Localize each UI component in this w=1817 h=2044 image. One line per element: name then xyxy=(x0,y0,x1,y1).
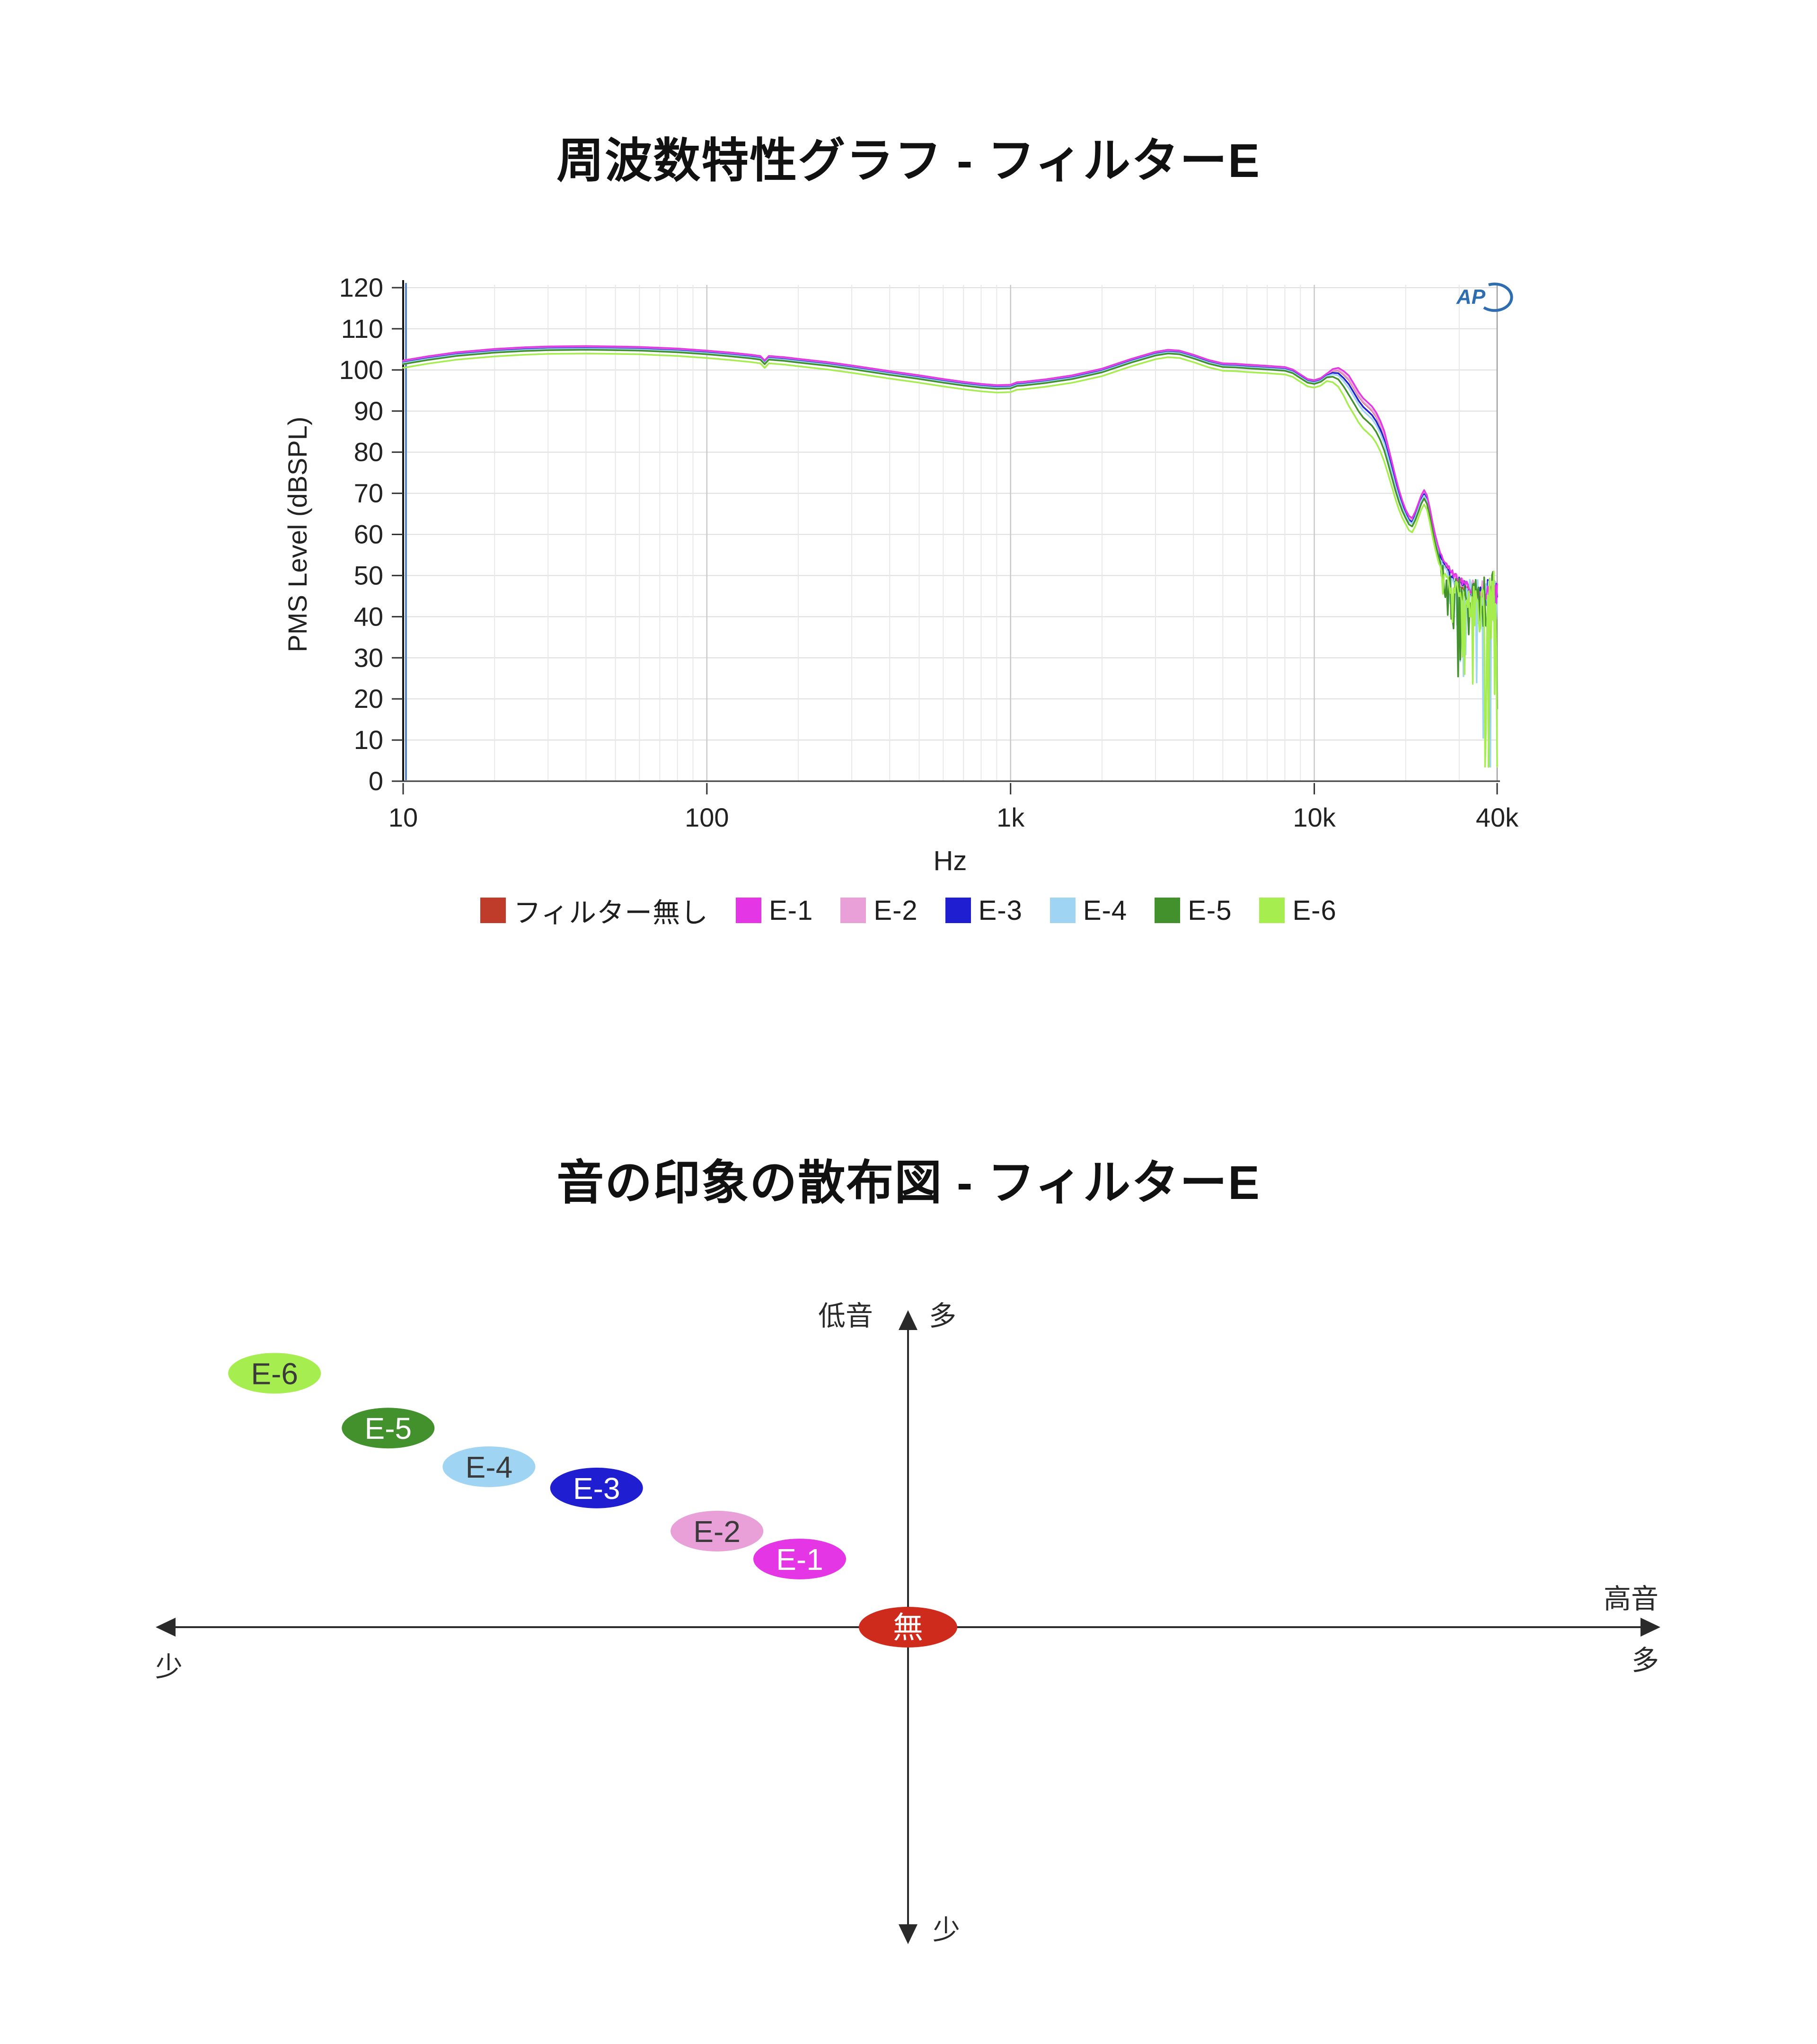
scatter-x-max-label: 多 xyxy=(1632,1645,1659,1676)
fr-curve-E-6 xyxy=(402,352,1498,768)
fr-y-tick-label: 100 xyxy=(339,355,383,385)
axis-arrowhead-icon xyxy=(156,1618,176,1637)
legend-item: E-5 xyxy=(1155,895,1232,926)
fr-y-tick-label: 20 xyxy=(354,684,383,714)
legend-swatch-icon xyxy=(945,898,971,923)
scatter-point-E-1 xyxy=(753,1538,847,1579)
scatter-point-E-5 xyxy=(342,1408,435,1449)
legend-swatch-icon xyxy=(1050,898,1076,923)
scatter-point-E-6 xyxy=(228,1353,321,1394)
scatter-y-max-label: 多 xyxy=(929,1301,956,1331)
scatter-point-label: E-5 xyxy=(365,1411,412,1445)
legend-label: E-6 xyxy=(1292,895,1337,926)
fr-y-tick-label: 110 xyxy=(341,314,383,344)
fr-y-tick-label: 30 xyxy=(354,643,383,672)
fr-curves xyxy=(402,345,1498,768)
fr-curve-E-4 xyxy=(402,348,1498,768)
scatter-point-E-4 xyxy=(442,1446,536,1487)
fr-curve-E-2 xyxy=(402,345,1498,603)
fr-curve-E-5 xyxy=(402,349,1498,768)
fr-y-tick-label: 70 xyxy=(354,478,383,508)
fr-x-tick-label: 10k xyxy=(1293,802,1336,832)
fr-y-axis-label: PMS Level (dBSPL) xyxy=(282,417,312,652)
fr-x-tick-label: 40k xyxy=(1476,802,1519,832)
legend-swatch-icon xyxy=(1155,898,1181,923)
scatter-x-min-label: 少 xyxy=(155,1652,183,1683)
fr-x-tick-label: 10 xyxy=(388,802,418,832)
legend-item: E-2 xyxy=(840,895,917,926)
scatter-y-min-label: 少 xyxy=(933,1915,960,1946)
legend-label: E-5 xyxy=(1188,895,1232,926)
legend-item: E-4 xyxy=(1050,895,1127,926)
scatter-point-無 xyxy=(859,1607,957,1648)
scatter-point-E-3 xyxy=(550,1467,643,1508)
fr-curve-E-1 xyxy=(402,345,1498,605)
fr-y-tick-label: 120 xyxy=(339,273,383,302)
scatter-point-label: E-6 xyxy=(251,1357,298,1391)
fr-axes xyxy=(402,280,1500,782)
axis-arrowhead-icon xyxy=(899,1924,917,1944)
fr-chart-title: 周波数特性グラフ - フィルターE xyxy=(556,134,1261,187)
scatter-title: 音の印象の散布図 - フィルターE xyxy=(556,1156,1261,1209)
fr-y-tick-label: 60 xyxy=(354,520,383,549)
fr-x-axis-label: Hz xyxy=(934,846,967,876)
scatter-point-label: E-3 xyxy=(573,1471,620,1506)
fr-y-tick-label: 10 xyxy=(354,725,383,755)
legend-item: E-6 xyxy=(1259,895,1336,926)
legend-label: フィルター無し xyxy=(513,898,709,928)
legend-label: E-4 xyxy=(1083,895,1128,926)
scatter-points: 無 E-1 E-2 E-3 E-4 E-5 E-6 xyxy=(228,1353,957,1648)
fr-y-tick-label: 40 xyxy=(354,601,383,631)
scatter-point-label: E-4 xyxy=(466,1450,513,1484)
legend-swatch-icon xyxy=(736,898,762,923)
legend-swatch-icon xyxy=(840,898,866,923)
legend-label: E-1 xyxy=(769,895,813,926)
scatter-point-label: 無 xyxy=(893,1611,923,1645)
legend-swatch-icon xyxy=(480,898,506,923)
legend-label: E-2 xyxy=(873,895,918,926)
svg-text:AP: AP xyxy=(1456,285,1486,308)
legend-item: フィルター無し xyxy=(480,890,708,930)
fr-x-tick-label: 100 xyxy=(685,802,729,832)
scatter-point-E-2 xyxy=(670,1510,764,1551)
fr-curve-フィルター無し xyxy=(402,346,1498,608)
axis-arrowhead-icon xyxy=(899,1310,917,1330)
fr-y-tick-label: 80 xyxy=(354,437,383,467)
legend-item: E-1 xyxy=(736,895,813,926)
scatter-y-axis-label: 低音 xyxy=(818,1301,873,1331)
scatter-x-axis-label: 高音 xyxy=(1604,1584,1658,1614)
fr-gridlines xyxy=(403,285,1498,781)
fr-x-tick-label: 1k xyxy=(997,802,1025,832)
legend-item: E-3 xyxy=(945,895,1023,926)
fr-y-tick-label: 50 xyxy=(354,560,383,590)
fr-legend: フィルター無し E-1 E-2 E-3 E-4 E-5 E-6 xyxy=(0,890,1817,930)
scatter-point-label: E-2 xyxy=(693,1515,741,1549)
fr-y-tick-label: 90 xyxy=(354,396,383,426)
legend-swatch-icon xyxy=(1259,898,1285,923)
axis-arrowhead-icon xyxy=(1641,1618,1660,1637)
legend-label: E-3 xyxy=(978,895,1023,926)
scatter-point-label: E-1 xyxy=(776,1542,823,1577)
fr-y-tick-label: 0 xyxy=(369,766,383,796)
ap-logo: AP xyxy=(1456,282,1513,312)
